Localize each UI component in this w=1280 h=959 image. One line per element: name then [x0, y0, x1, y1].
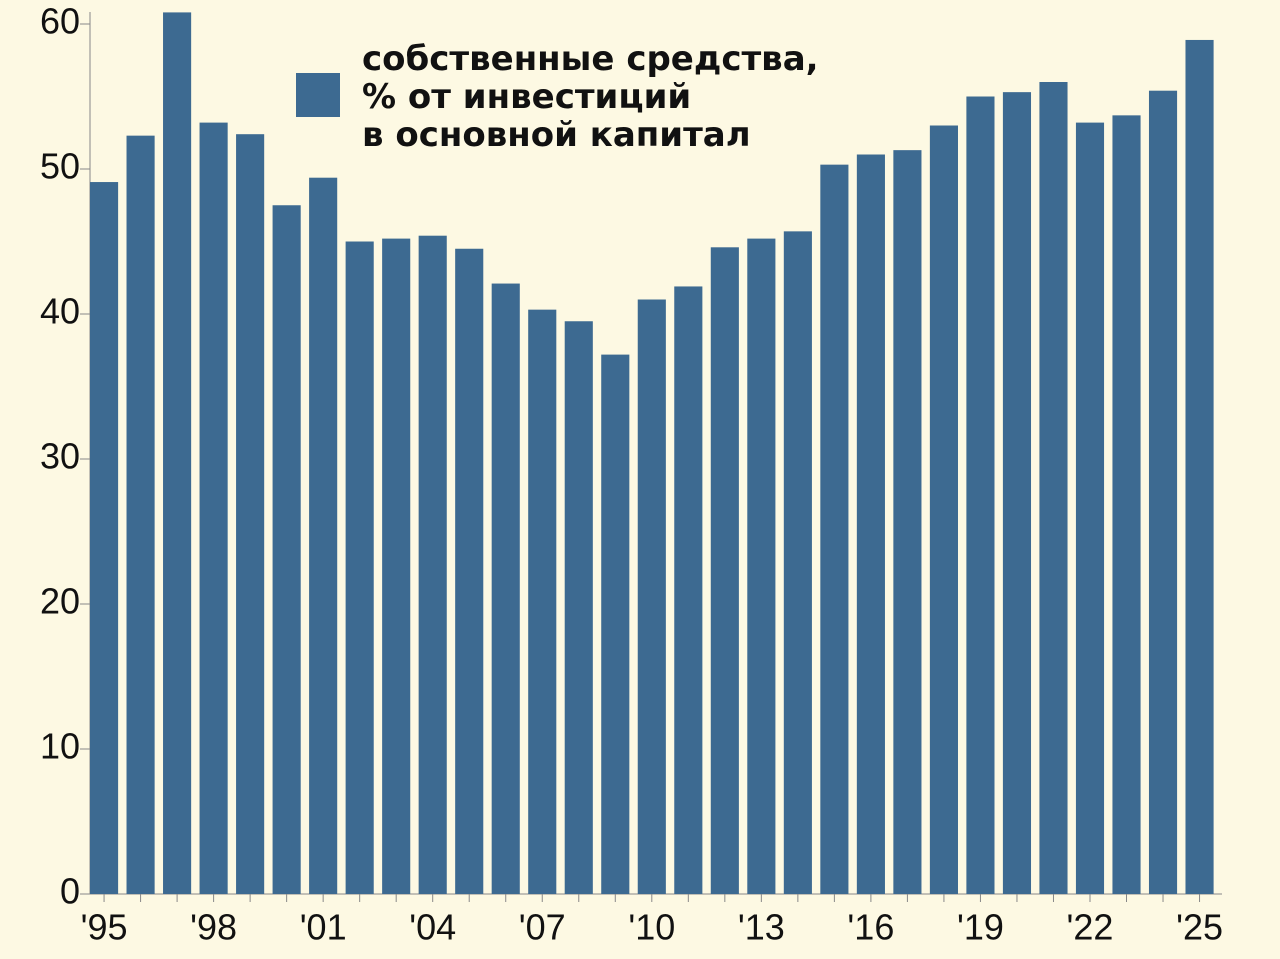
bar: [564, 321, 593, 894]
bar: [747, 238, 776, 895]
x-tick-label: '98: [190, 907, 237, 948]
y-tick-label: 10: [40, 726, 80, 767]
bar: [199, 122, 228, 895]
bar: [674, 286, 703, 894]
bar: [236, 134, 265, 894]
x-tick-label: '22: [1067, 907, 1114, 948]
x-tick-label: '95: [81, 907, 128, 948]
x-tick-label: '01: [300, 907, 347, 948]
bar: [418, 235, 447, 894]
bar: [90, 182, 119, 895]
bar: [929, 125, 958, 894]
legend-line: собственные средства,: [362, 39, 819, 79]
bar: [1075, 122, 1105, 895]
bar: [637, 299, 666, 894]
x-tick-label: '13: [738, 907, 785, 948]
bar: [966, 96, 995, 894]
bar: [710, 247, 739, 895]
bar: [382, 238, 411, 895]
bar: [893, 150, 922, 894]
bar: [528, 309, 557, 894]
x-tick-label: '10: [628, 907, 675, 948]
bar: [820, 164, 849, 894]
x-tick-label: '19: [957, 907, 1004, 948]
y-tick-label: 60: [40, 1, 80, 42]
bar: [163, 12, 192, 894]
y-tick-label: 40: [40, 291, 80, 332]
y-tick-label: 20: [40, 581, 80, 622]
bar: [1039, 82, 1068, 894]
bar: [1148, 90, 1178, 894]
y-tick-label: 50: [40, 146, 80, 187]
bar: [856, 154, 885, 894]
bar: [783, 231, 812, 895]
bar: [1112, 115, 1141, 895]
y-tick-label: 30: [40, 436, 80, 477]
x-tick-label: '25: [1176, 907, 1223, 948]
bar: [601, 354, 630, 895]
bar: [309, 177, 338, 894]
bar: [345, 241, 374, 894]
legend-swatch: [296, 73, 340, 117]
bar: [455, 248, 484, 894]
bar: [1002, 92, 1032, 894]
legend-line: в основной капитал: [362, 115, 751, 155]
y-tick-label: 0: [60, 871, 80, 912]
x-tick-label: '07: [519, 907, 566, 948]
x-tick-label: '16: [847, 907, 894, 948]
bar: [126, 135, 155, 894]
legend-line: % от инвестиций: [362, 77, 691, 117]
bar: [1185, 39, 1214, 894]
x-tick-label: '04: [409, 907, 456, 948]
bar: [491, 283, 520, 894]
legend-label: собственные средства,% от инвестиций в ос…: [362, 39, 819, 155]
bar: [272, 205, 301, 894]
